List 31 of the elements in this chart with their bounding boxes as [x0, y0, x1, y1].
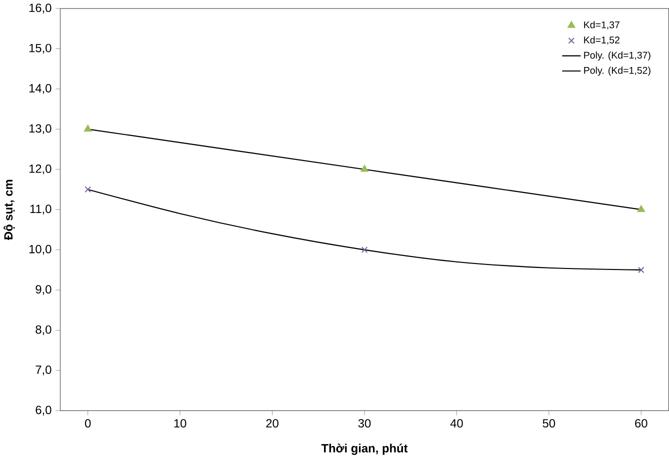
y-axis-title: Độ sụt, cm [4, 180, 15, 240]
x-axis-title: Thời gian, phút [321, 443, 408, 455]
x-tick-label: 10 [174, 418, 186, 428]
y-tick-label: 8,0 [36, 325, 52, 335]
x-tick-label: 30 [358, 418, 371, 428]
legend-label: Poly. (Kd=1,52) [584, 66, 650, 76]
point [637, 205, 645, 212]
point [84, 186, 92, 192]
legend-label: Poly. (Kd=1,37) [584, 51, 650, 60]
line-series [87, 188, 642, 270]
y-tick-label: 16,0 [29, 3, 52, 14]
y-tick-label: 9,0 [36, 284, 52, 295]
y-tick-label: 15,0 [29, 44, 52, 54]
y-tick-label: 14,0 [29, 84, 52, 94]
legend-label: Kd=1,37 [584, 20, 620, 30]
legend-label: Kd=1,52 [584, 36, 620, 44]
x-tick-label: 20 [266, 418, 278, 428]
x-tick-label: 40 [450, 418, 463, 428]
y-tick-label: 11,0 [30, 204, 52, 214]
y-tick-label: 10,0 [29, 244, 52, 254]
x-tick-label: 50 [542, 418, 556, 428]
point [638, 266, 644, 273]
y-tick-label: 12,0 [29, 164, 52, 174]
y-tick-label: 6,0 [36, 406, 52, 416]
x-tick-label: 0 [85, 418, 91, 428]
y-tick-label: 13,0 [29, 124, 52, 134]
point [360, 164, 368, 172]
x-tick-label: 60 [635, 418, 648, 428]
y-tick-label: 7,0 [36, 365, 52, 376]
point [361, 246, 368, 253]
point [84, 124, 92, 132]
